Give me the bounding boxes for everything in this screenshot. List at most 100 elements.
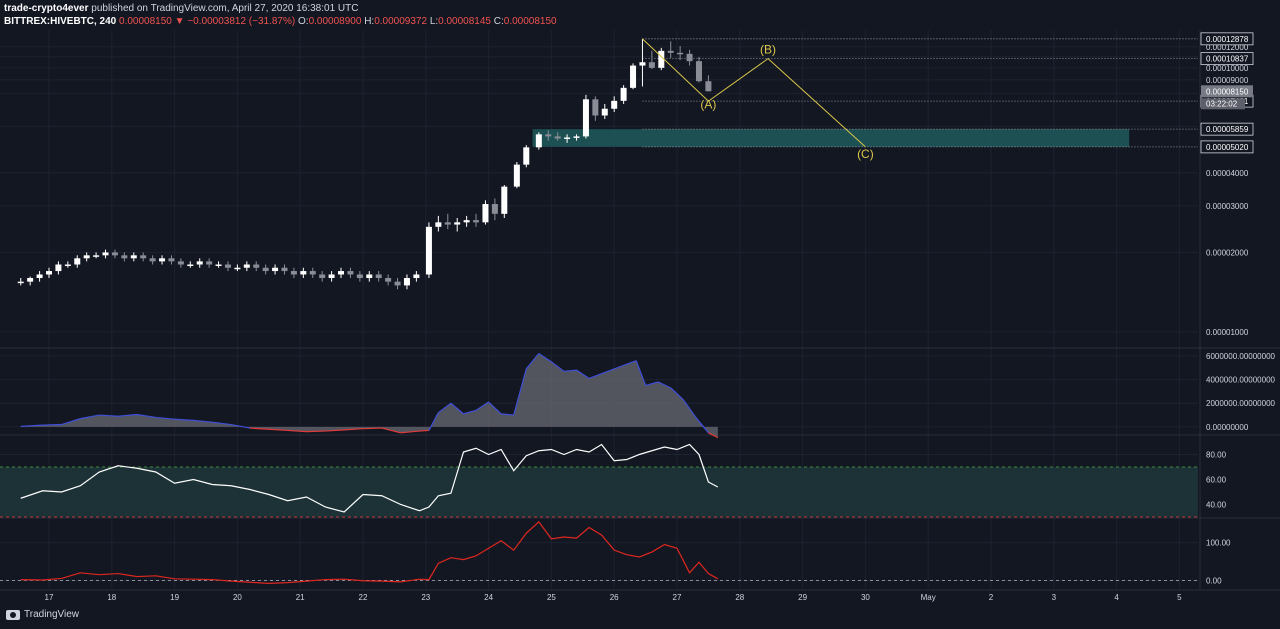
candle[interactable]	[454, 222, 461, 225]
candle[interactable]	[620, 87, 627, 101]
candle[interactable]	[272, 267, 279, 272]
candle[interactable]	[592, 99, 599, 116]
level-price-tag	[1200, 140, 1254, 154]
candle[interactable]	[513, 164, 520, 187]
candle[interactable]	[55, 264, 62, 272]
candle[interactable]	[444, 222, 451, 225]
candle[interactable]	[338, 271, 345, 275]
candle[interactable]	[149, 258, 156, 262]
candle[interactable]	[206, 261, 213, 265]
candle[interactable]	[93, 255, 100, 257]
candle[interactable]	[243, 264, 250, 268]
candle[interactable]	[111, 252, 118, 256]
candle[interactable]	[187, 264, 194, 267]
candle[interactable]	[554, 136, 561, 139]
chart-header: trade-crypto4ever published on TradingVi…	[4, 2, 557, 28]
macd-line-segment	[601, 368, 615, 375]
wave-label: (B)	[760, 42, 776, 56]
macd-line-segment	[488, 401, 502, 415]
candle[interactable]	[473, 220, 480, 223]
candle[interactable]	[140, 255, 147, 259]
candle[interactable]	[482, 204, 489, 223]
candle[interactable]	[582, 99, 589, 137]
candle[interactable]	[394, 281, 401, 286]
osc-axis-tick: 100.00	[1206, 539, 1231, 548]
candle[interactable]	[319, 274, 326, 279]
candle[interactable]	[667, 50, 674, 53]
candle[interactable]	[281, 267, 288, 272]
candle[interactable]	[130, 255, 137, 259]
candle[interactable]	[121, 255, 128, 259]
time-axis-tick: 19	[170, 593, 179, 602]
candle[interactable]	[102, 252, 109, 256]
candle[interactable]	[695, 61, 702, 82]
candle[interactable]	[611, 100, 618, 109]
candle[interactable]	[309, 271, 316, 275]
candle[interactable]	[366, 274, 373, 279]
time-axis-tick: 20	[233, 593, 242, 602]
candle[interactable]	[328, 274, 335, 279]
candle[interactable]	[196, 261, 203, 265]
candle[interactable]	[27, 278, 34, 282]
osc-line[interactable]	[20, 520, 719, 584]
candle[interactable]	[463, 220, 470, 223]
candle[interactable]	[224, 264, 231, 268]
candle[interactable]	[300, 271, 307, 275]
countdown-label: 03:22:02	[1206, 99, 1238, 108]
candle[interactable]	[658, 50, 665, 68]
time-axis-tick: 29	[798, 593, 807, 602]
candle[interactable]	[262, 267, 269, 272]
candle[interactable]	[491, 204, 498, 214]
price-axis-tick: 0.00002000	[1206, 248, 1249, 257]
candle[interactable]	[630, 65, 637, 88]
candle[interactable]	[215, 264, 222, 267]
candle[interactable]	[425, 226, 432, 275]
macd-line-segment	[613, 363, 627, 370]
candle[interactable]	[648, 62, 655, 68]
low-value: 0.00008145	[438, 16, 491, 27]
macd-axis-tick: 4000000.00000000	[1206, 376, 1276, 385]
candle[interactable]	[501, 186, 508, 214]
candle[interactable]	[356, 274, 363, 279]
rsi-line[interactable]	[20, 443, 719, 513]
support-zone[interactable]	[532, 129, 1130, 147]
tradingview-brand[interactable]: TradingView	[6, 609, 79, 620]
macd-line-segment	[381, 427, 401, 434]
macd-line-segment	[538, 353, 552, 363]
candle[interactable]	[686, 53, 693, 62]
candle[interactable]	[545, 134, 552, 137]
elliott-wave-line[interactable]	[642, 38, 866, 148]
candle[interactable]	[74, 258, 81, 265]
candle[interactable]	[677, 52, 684, 55]
macd-line-segment	[428, 412, 439, 431]
candle[interactable]	[564, 137, 571, 139]
candle[interactable]	[403, 278, 410, 286]
candle[interactable]	[347, 271, 354, 275]
candle[interactable]	[253, 264, 260, 268]
candle[interactable]	[705, 81, 712, 92]
candle[interactable]	[46, 271, 52, 275]
candle[interactable]	[17, 281, 24, 284]
candle[interactable]	[375, 274, 382, 279]
candle[interactable]	[168, 258, 175, 262]
candle[interactable]	[639, 62, 646, 66]
candle[interactable]	[601, 108, 608, 116]
candle[interactable]	[64, 264, 71, 267]
time-axis-tick: 21	[296, 593, 305, 602]
candle[interactable]	[177, 261, 184, 265]
price-change: −0.00003812 (−31.87%)	[187, 16, 296, 27]
candle[interactable]	[413, 274, 420, 279]
candle[interactable]	[385, 278, 392, 282]
candle[interactable]	[435, 222, 442, 227]
candle[interactable]	[83, 255, 90, 259]
candle[interactable]	[573, 136, 580, 138]
candle[interactable]	[290, 271, 297, 275]
candle[interactable]	[535, 134, 542, 148]
candle[interactable]	[234, 267, 241, 270]
author-name[interactable]: trade-crypto4ever	[4, 3, 89, 14]
symbol-name[interactable]: BITTREX:HIVEBTC, 240	[4, 16, 117, 27]
candle[interactable]	[159, 258, 166, 262]
candle[interactable]	[523, 147, 530, 165]
candle[interactable]	[36, 274, 43, 279]
